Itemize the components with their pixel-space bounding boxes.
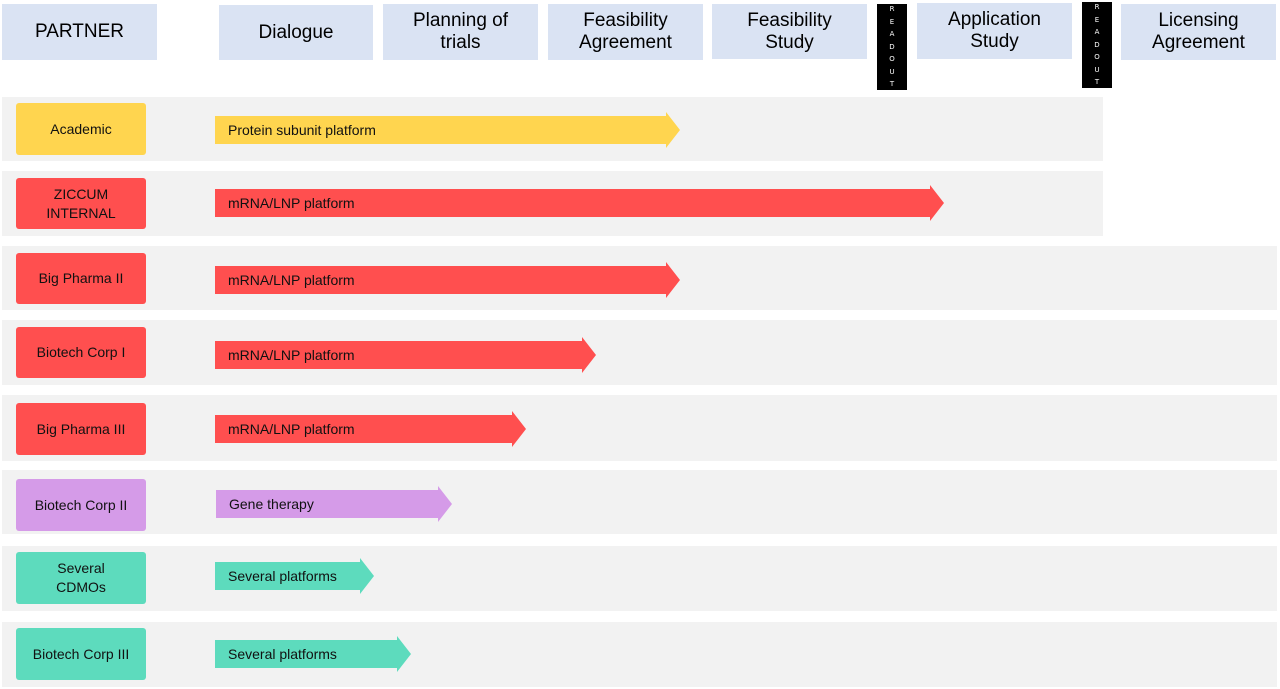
arrow-body	[215, 185, 944, 221]
readout-letter: D	[1094, 40, 1100, 49]
header-partner: PARTNER	[2, 4, 157, 60]
progress-arrow-big-pharma-ii: mRNA/LNP platform	[215, 262, 680, 298]
progress-arrow-biotech-corp-ii: Gene therapy	[216, 486, 452, 522]
header-licensing-agreement: Licensing Agreement	[1121, 4, 1276, 60]
readout-letter: A	[889, 30, 895, 39]
arrow-body	[215, 636, 411, 672]
readout-letter: U	[1094, 65, 1100, 74]
platform-label: mRNA/LNP platform	[228, 272, 355, 288]
arrow-shape	[215, 262, 680, 298]
arrow-body	[215, 337, 596, 373]
partner-big-pharma-ii: Big Pharma II	[16, 253, 146, 304]
header-application-study: Application Study	[917, 3, 1072, 59]
readout-letter: O	[889, 55, 895, 64]
platform-label: Several platforms	[228, 568, 337, 584]
readout-letter: E	[889, 17, 895, 26]
arrow-body	[216, 486, 452, 522]
arrow-body	[215, 262, 680, 298]
platform-label: mRNA/LNP platform	[228, 421, 355, 437]
arrow-shape	[215, 411, 526, 447]
readout-letter: D	[889, 42, 895, 51]
header-feasibility-agreement: Feasibility Agreement	[548, 4, 703, 60]
row-band	[2, 622, 1277, 687]
arrow-shape	[215, 636, 411, 672]
platform-label: mRNA/LNP platform	[228, 195, 355, 211]
arrow-body	[215, 411, 526, 447]
arrow-shape	[215, 112, 680, 148]
readout-letter: T	[889, 80, 895, 89]
progress-arrow-ziccum-internal: mRNA/LNP platform	[215, 185, 944, 221]
arrow-shape	[215, 558, 374, 594]
readout-letter: R	[889, 5, 895, 14]
row-band	[2, 320, 1277, 385]
progress-arrow-biotech-corp-i: mRNA/LNP platform	[215, 337, 596, 373]
row-band	[2, 470, 1277, 534]
partner-several-cdmos: Several CDMOs	[16, 552, 146, 604]
arrow-shape	[215, 185, 944, 221]
partner-biotech-corp-ii: Biotech Corp II	[16, 479, 146, 531]
arrow-body	[215, 558, 374, 594]
platform-label: mRNA/LNP platform	[228, 347, 355, 363]
header-feasibility-study: Feasibility Study	[712, 4, 867, 59]
partner-biotech-corp-i: Biotech Corp I	[16, 327, 146, 378]
arrow-body	[215, 112, 680, 148]
partner-academic: Academic	[16, 103, 146, 155]
readout-letter: U	[889, 67, 895, 76]
platform-label: Several platforms	[228, 646, 337, 662]
progress-arrow-biotech-corp-iii: Several platforms	[215, 636, 411, 672]
platform-label: Protein subunit platform	[228, 122, 376, 138]
progress-arrow-big-pharma-iii: mRNA/LNP platform	[215, 411, 526, 447]
arrow-shape	[215, 337, 596, 373]
row-band	[2, 395, 1277, 461]
arrow-shape	[216, 486, 452, 522]
readout-letter: R	[1094, 3, 1100, 12]
readout-letter: O	[1094, 53, 1100, 62]
progress-arrow-academic: Protein subunit platform	[215, 112, 680, 148]
partner-ziccum-internal: ZICCUM INTERNAL	[16, 178, 146, 229]
header-dialogue: Dialogue	[219, 5, 373, 60]
platform-label: Gene therapy	[229, 496, 314, 512]
progress-arrow-several-cdmos: Several platforms	[215, 558, 374, 594]
row-band	[2, 546, 1277, 611]
readout-letter: T	[1094, 78, 1100, 87]
readout-letter: E	[1094, 15, 1100, 24]
partner-big-pharma-iii: Big Pharma III	[16, 403, 146, 455]
header-planning-of-trials: Planning of trials	[383, 4, 538, 60]
readout-letter: A	[1094, 28, 1100, 37]
partner-biotech-corp-iii: Biotech Corp III	[16, 628, 146, 680]
